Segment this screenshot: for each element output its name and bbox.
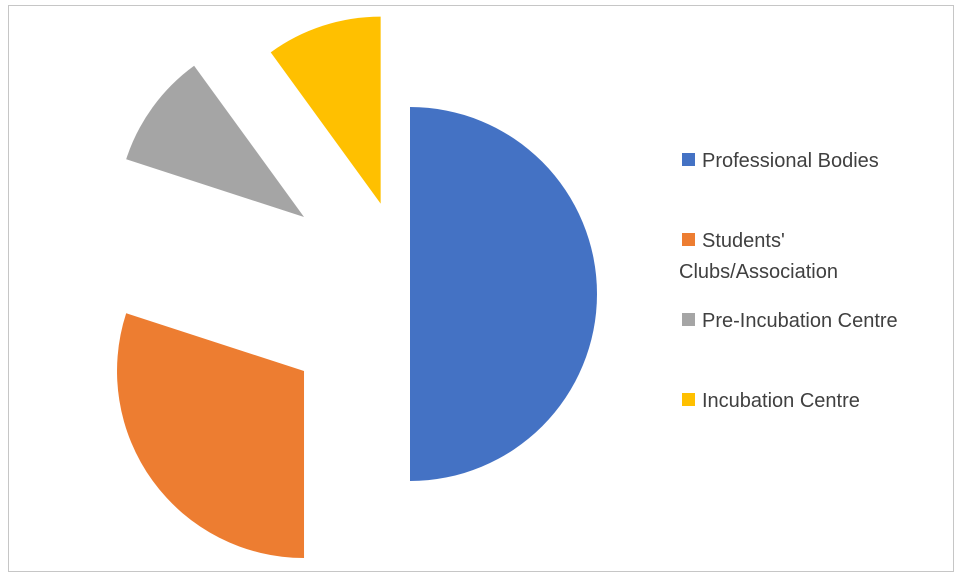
legend-swatch [682, 313, 695, 326]
legend-item-pre-incubation-centre: Pre-Incubation Centre [682, 310, 898, 332]
pie-slices [117, 16, 597, 558]
legend-swatch [682, 153, 695, 166]
legend: Professional Bodies Students' Clubs/Associ… [679, 150, 898, 412]
legend-label: Incubation Centre [702, 390, 860, 412]
legend-label: Clubs/Association [679, 261, 838, 283]
legend-item-incubation-centre: Incubation Centre [682, 390, 860, 412]
legend-item-professional-bodies: Professional Bodies [682, 150, 879, 172]
legend-item-students-clubs-association: Students' Clubs/Association [679, 230, 838, 283]
legend-label: Professional Bodies [702, 150, 879, 172]
legend-swatch [682, 393, 695, 406]
pie-slice-pre-incubation-centre [126, 65, 305, 218]
pie-slice-professional-bodies [410, 107, 597, 481]
legend-swatch [682, 233, 695, 246]
legend-label: Students' [702, 230, 785, 252]
pie-slice-incubation-centre [270, 16, 381, 204]
legend-label: Pre-Incubation Centre [702, 310, 898, 332]
pie-slice-students-clubs-association [117, 313, 305, 558]
